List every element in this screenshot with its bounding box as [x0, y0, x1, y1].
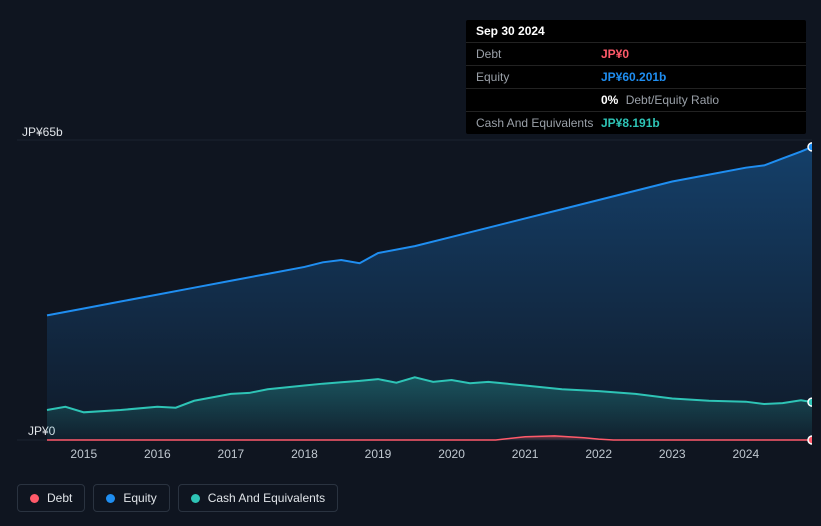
- legend-dot: [106, 494, 115, 503]
- tooltip-date-row: Sep 30 2024: [466, 20, 806, 43]
- legend-item-equity[interactable]: Equity: [93, 484, 169, 512]
- chart-area[interactable]: 2015 2016 2017 2018 2019 2020 2021 2022 2023 2024: [17, 125, 812, 470]
- legend-item-cash[interactable]: Cash And Equivalents: [178, 484, 338, 512]
- tooltip-value: JP¥0: [601, 47, 629, 61]
- svg-text:2019: 2019: [365, 447, 392, 461]
- chart-tooltip: Sep 30 2024 Debt JP¥0 Equity JP¥60.201b …: [466, 20, 806, 134]
- tooltip-label: Equity: [476, 70, 601, 84]
- svg-text:2022: 2022: [585, 447, 612, 461]
- svg-text:2017: 2017: [218, 447, 245, 461]
- svg-text:2015: 2015: [70, 447, 97, 461]
- legend-label: Cash And Equivalents: [208, 491, 325, 505]
- svg-text:2023: 2023: [659, 447, 686, 461]
- tooltip-sublabel: Debt/Equity Ratio: [626, 93, 719, 107]
- svg-text:2020: 2020: [438, 447, 465, 461]
- svg-text:2018: 2018: [291, 447, 318, 461]
- tooltip-row-debt: Debt JP¥0: [466, 43, 806, 66]
- tooltip-date: Sep 30 2024: [476, 24, 545, 38]
- tooltip-label: [476, 93, 601, 107]
- legend: Debt Equity Cash And Equivalents: [17, 484, 338, 512]
- tooltip-row-equity: Equity JP¥60.201b: [466, 66, 806, 89]
- tooltip-value: 0%: [601, 93, 618, 107]
- tooltip-row-ratio: 0% Debt/Equity Ratio: [466, 89, 806, 112]
- legend-label: Equity: [123, 491, 156, 505]
- legend-item-debt[interactable]: Debt: [17, 484, 85, 512]
- legend-dot: [191, 494, 200, 503]
- svg-text:2021: 2021: [512, 447, 539, 461]
- tooltip-value: JP¥60.201b: [601, 70, 666, 84]
- tooltip-label: Debt: [476, 47, 601, 61]
- svg-text:2024: 2024: [732, 447, 759, 461]
- chart-svg: 2015 2016 2017 2018 2019 2020 2021 2022 2023 2024: [17, 125, 812, 470]
- legend-dot: [30, 494, 39, 503]
- legend-label: Debt: [47, 491, 72, 505]
- svg-text:2016: 2016: [144, 447, 171, 461]
